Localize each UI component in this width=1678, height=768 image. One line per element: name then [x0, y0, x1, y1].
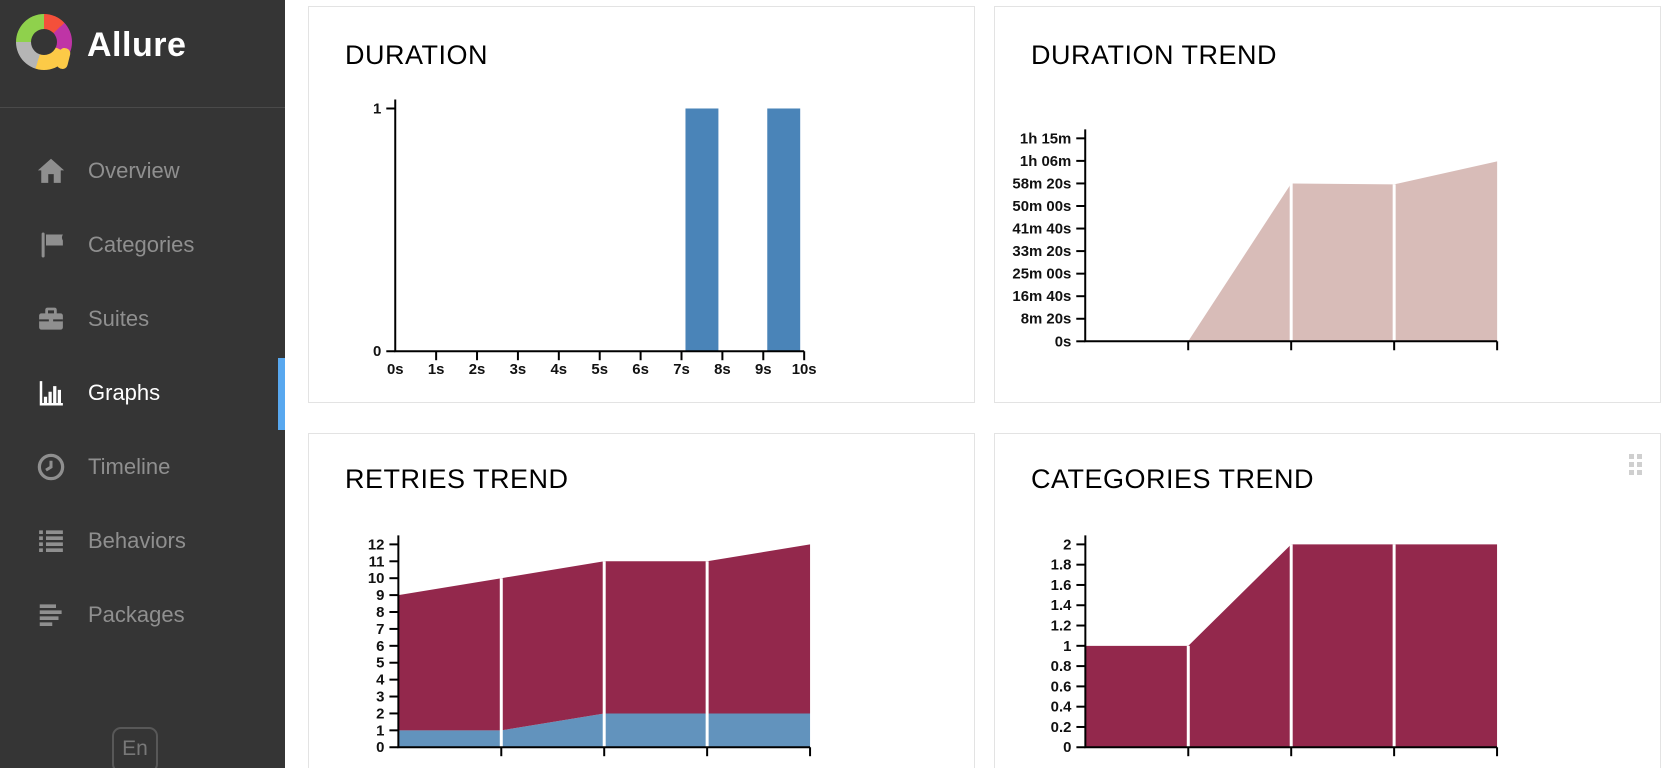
svg-text:0: 0 [373, 343, 381, 360]
svg-text:8: 8 [376, 605, 384, 621]
svg-text:0s: 0s [387, 361, 404, 378]
svg-text:7s: 7s [673, 361, 690, 378]
svg-text:50m 00s: 50m 00s [1012, 198, 1071, 215]
svg-text:12: 12 [368, 537, 385, 553]
drag-handle-icon[interactable] [1629, 454, 1644, 479]
svg-text:0s: 0s [1055, 333, 1072, 350]
svg-text:11: 11 [369, 554, 385, 570]
panel-title: CATEGORIES TREND [1031, 464, 1315, 494]
svg-text:9: 9 [376, 588, 384, 604]
duration-trend-panel: 0s 8m 20s 16m 40s 25m 00s 33m 20s 41m 40s 50m … [994, 6, 1661, 403]
svg-text:2: 2 [376, 706, 384, 722]
list-icon [39, 530, 63, 552]
svg-text:6s: 6s [632, 361, 649, 378]
retries-trend-panel: 0 1 2 3 4 5 6 7 8 9 10 11 12 RETRIES TREND [308, 433, 975, 768]
svg-text:41m 40s: 41m 40s [1012, 221, 1071, 238]
language-toggle-button[interactable]: En [112, 727, 158, 768]
sidebar-item-categories[interactable]: Categories [0, 208, 285, 282]
svg-text:4: 4 [376, 673, 385, 689]
svg-text:1: 1 [1063, 639, 1071, 655]
categories-trend-chart[interactable]: 0 0.2 0.4 0.6 0.8 1 1.2 1.4 1.6 1.8 2 [995, 434, 1660, 768]
svg-text:2s: 2s [469, 361, 486, 378]
svg-text:3s: 3s [510, 361, 527, 378]
duration-trend-chart[interactable]: 0s 8m 20s 16m 40s 25m 00s 33m 20s 41m 40s 50m … [995, 7, 1660, 402]
svg-text:1s: 1s [428, 361, 445, 378]
svg-text:0: 0 [1063, 740, 1071, 756]
flag-icon [41, 232, 63, 258]
brand[interactable]: Allure [0, 0, 285, 92]
svg-text:10: 10 [368, 571, 385, 587]
svg-text:7: 7 [376, 622, 384, 638]
sidebar-item-packages[interactable]: Packages [0, 578, 285, 652]
sidebar-divider [0, 107, 285, 108]
svg-text:1.8: 1.8 [1051, 558, 1072, 574]
sidebar-item-label: Categories [88, 232, 195, 257]
svg-text:1.4: 1.4 [1051, 598, 1072, 614]
svg-text:0.6: 0.6 [1051, 679, 1072, 695]
svg-text:33m 20s: 33m 20s [1012, 243, 1071, 260]
sidebar-item-suites[interactable]: Suites [0, 282, 285, 356]
briefcase-icon [39, 307, 63, 330]
svg-text:16m 40s: 16m 40s [1012, 288, 1071, 305]
svg-text:9s: 9s [755, 361, 772, 378]
svg-text:5s: 5s [591, 361, 608, 378]
svg-text:5: 5 [376, 656, 384, 672]
sidebar-item-overview[interactable]: Overview [0, 134, 285, 208]
svg-text:8s: 8s [714, 361, 731, 378]
sidebar-item-label: Behaviors [88, 528, 186, 553]
svg-text:0.2: 0.2 [1051, 720, 1072, 736]
svg-text:8m 20s: 8m 20s [1021, 311, 1072, 328]
panel-title: DURATION [345, 40, 488, 70]
clock-icon [37, 453, 65, 481]
svg-text:1.6: 1.6 [1051, 578, 1072, 594]
panel-title: DURATION TREND [1031, 40, 1278, 70]
svg-text:1.2: 1.2 [1051, 619, 1072, 635]
sidebar-item-label: Packages [88, 602, 185, 627]
sidebar-item-label: Graphs [88, 380, 161, 405]
svg-text:25m 00s: 25m 00s [1012, 266, 1071, 283]
sidebar-item-timeline[interactable]: Timeline [0, 430, 285, 504]
brand-title: Allure [87, 26, 187, 64]
svg-text:0.4: 0.4 [1051, 700, 1072, 716]
svg-text:3: 3 [376, 690, 384, 706]
sidebar-item-label: Timeline [88, 454, 171, 479]
svg-text:4s: 4s [551, 361, 568, 378]
svg-text:10s: 10s [792, 361, 817, 378]
svg-text:0.8: 0.8 [1051, 659, 1072, 675]
bar-chart-icon [39, 381, 63, 406]
svg-text:1h 15m: 1h 15m [1020, 130, 1071, 147]
align-left-icon [39, 604, 62, 626]
svg-text:58m 20s: 58m 20s [1012, 175, 1071, 192]
svg-text:1: 1 [376, 723, 384, 739]
svg-text:1h 06m: 1h 06m [1020, 153, 1071, 170]
sidebar-item-label: Suites [88, 306, 150, 331]
sidebar: Allure Overview Categories Suites [0, 0, 285, 768]
home-icon [37, 158, 65, 183]
active-item-indicator [278, 358, 285, 430]
svg-text:1: 1 [373, 100, 381, 117]
panel-title: RETRIES TREND [345, 464, 569, 494]
sidebar-item-graphs[interactable]: Graphs [0, 356, 285, 430]
svg-text:6: 6 [376, 639, 384, 655]
categories-trend-panel: 0 0.2 0.4 0.6 0.8 1 1.2 1.4 1.6 1.8 2 CATEGORIES T… [994, 433, 1661, 768]
svg-text:0: 0 [376, 740, 384, 756]
duration-panel: 0 1 0s 1s 2s 3s 4s 5s 6s 7s 8s 9s 10s DURATION [308, 6, 975, 403]
svg-text:2: 2 [1063, 537, 1071, 553]
sidebar-item-label: Overview [88, 158, 180, 183]
sidebar-menu: Overview Categories Suites [0, 134, 285, 652]
sidebar-item-behaviors[interactable]: Behaviors [0, 504, 285, 578]
allure-logo-icon [16, 14, 72, 70]
